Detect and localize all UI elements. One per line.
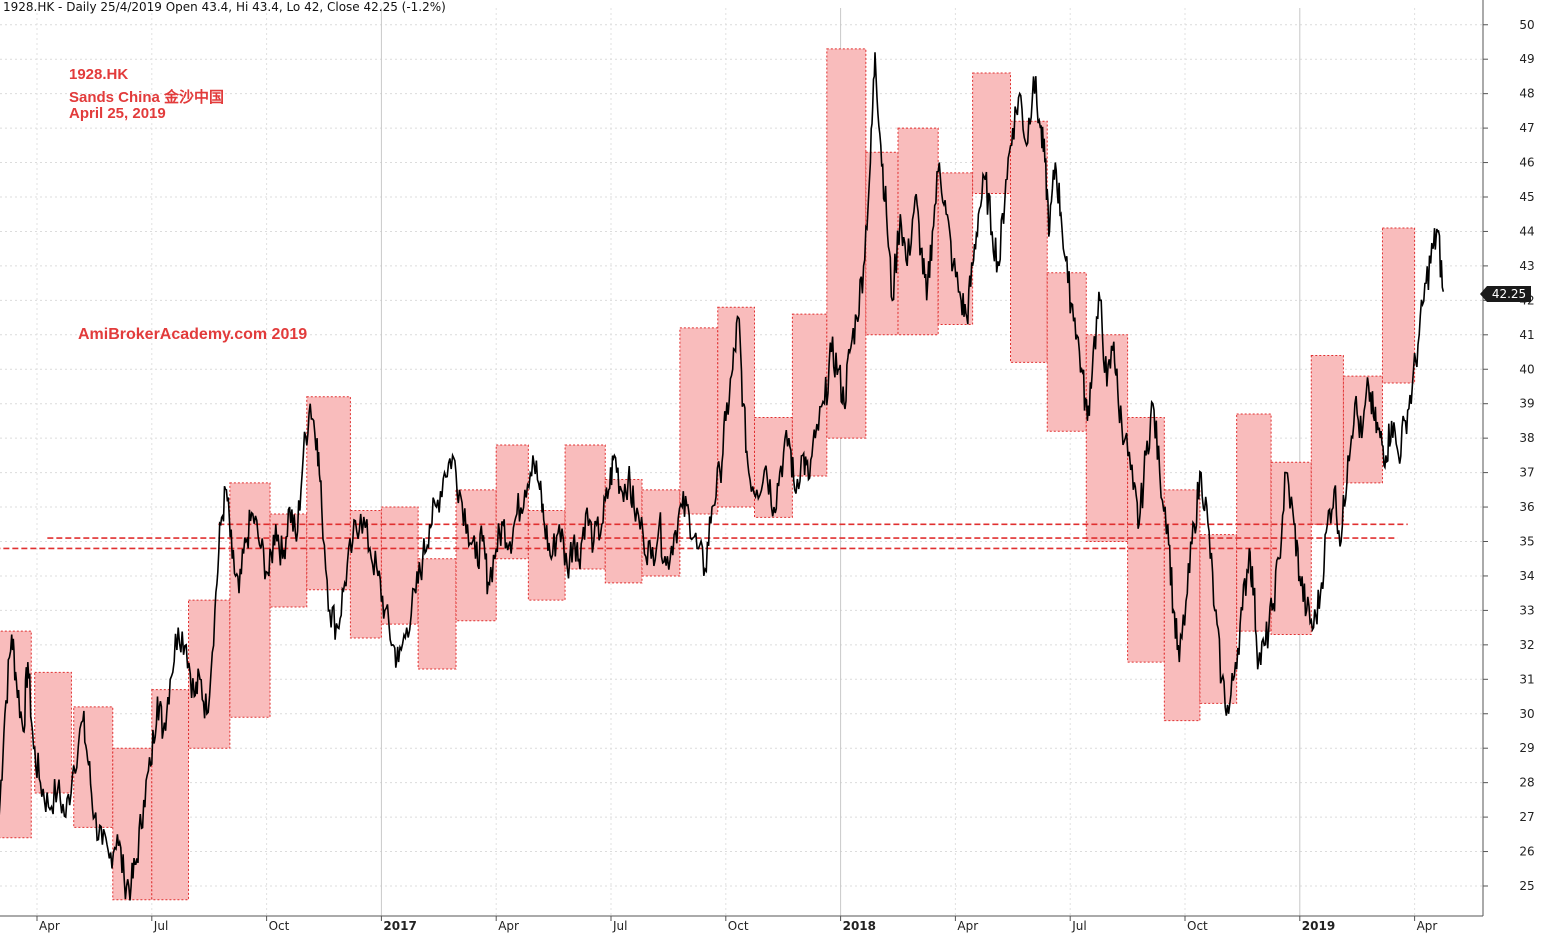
y-tick-label: 46 (1519, 156, 1534, 170)
range-box (1310, 354, 1344, 525)
y-tick-label: 30 (1519, 707, 1534, 721)
last-price-tag: 42.25 (1480, 286, 1531, 302)
y-tick-label: 36 (1519, 500, 1534, 514)
y-tick-label: 47 (1519, 121, 1534, 135)
y-tick-label: 28 (1519, 776, 1534, 790)
y-tick-label: 37 (1519, 466, 1534, 480)
range-box (417, 558, 457, 670)
x-tick-label: Apr (498, 919, 519, 933)
x-tick-label: Apr (1417, 919, 1438, 933)
range-box (791, 313, 828, 477)
y-tick-label: 40 (1519, 362, 1534, 376)
y-tick-label: 27 (1519, 810, 1534, 824)
x-tick-label: Jul (612, 919, 627, 933)
x-tick-label: Apr (39, 919, 60, 933)
range-box (1046, 272, 1087, 432)
date-annotation: April 25, 2019 (69, 105, 166, 122)
x-tick-label: Jul (1071, 919, 1086, 933)
x-tick-label: Apr (957, 919, 978, 933)
range-box (34, 671, 72, 794)
support-lines (0, 523, 1408, 550)
x-tick-label: 2017 (383, 919, 416, 933)
y-tick-label: 50 (1519, 18, 1534, 32)
x-tick-label: 2019 (1302, 919, 1335, 933)
range-box (937, 172, 974, 325)
x-tick-label: Oct (269, 919, 290, 933)
range-box (972, 72, 1012, 195)
range-box (306, 396, 351, 591)
range-box (151, 689, 190, 901)
y-tick-label: 48 (1519, 87, 1534, 101)
x-tick-label: Jul (153, 919, 168, 933)
range-box (0, 630, 32, 839)
y-tick-label: 38 (1519, 431, 1534, 445)
company-annotation: Sands China 金沙中国 (69, 89, 225, 106)
y-tick-label: 45 (1519, 190, 1534, 204)
y-tick-label: 32 (1519, 638, 1534, 652)
price-series (0, 52, 1445, 901)
range-box (1236, 413, 1272, 632)
y-tick-label: 26 (1519, 845, 1534, 859)
y-tick-label: 33 (1519, 603, 1534, 617)
range-boxes (0, 48, 1416, 901)
range-box (188, 599, 231, 749)
price-line (0, 52, 1445, 901)
x-tick-label: 2018 (843, 919, 876, 933)
y-tick-label: 41 (1519, 328, 1534, 342)
y-tick-label: 43 (1519, 259, 1534, 273)
y-tick-label: 29 (1519, 741, 1534, 755)
y-tick-label: 49 (1519, 52, 1534, 66)
y-tick-label: 34 (1519, 569, 1534, 583)
range-box (1381, 227, 1416, 384)
range-box (112, 747, 153, 901)
ticker-annotation: 1928.HK (69, 66, 129, 83)
y-tick-label: 35 (1519, 535, 1534, 549)
y-tick-label: 31 (1519, 672, 1534, 686)
y-tick-label: 25 (1519, 879, 1534, 893)
range-box (865, 151, 899, 336)
range-box (229, 482, 271, 718)
y-tick-label: 39 (1519, 397, 1534, 411)
x-tick-label: Oct (728, 919, 749, 933)
range-box (349, 509, 382, 639)
chart-header: 1928.HK - Daily 25/4/2019 Open 43.4, Hi … (3, 0, 446, 14)
range-box (679, 327, 719, 515)
watermark-annotation: AmiBrokerAcademy.com 2019 (78, 326, 308, 343)
range-box (897, 127, 939, 336)
range-box (1010, 120, 1048, 363)
y-tick-label: 44 (1519, 224, 1534, 238)
x-tick-label: Oct (1187, 919, 1208, 933)
